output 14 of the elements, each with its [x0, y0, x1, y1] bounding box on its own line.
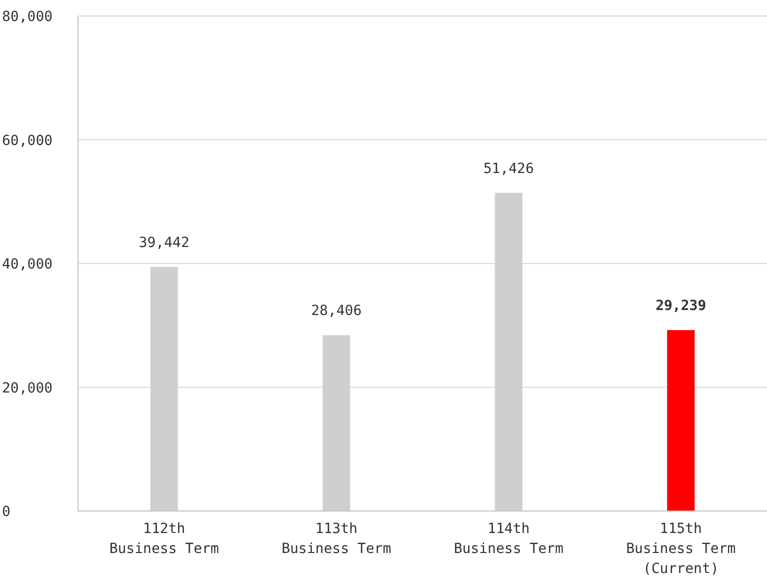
x-tick-label: 114th Business Term	[454, 521, 564, 557]
data-label: 28,406	[311, 303, 362, 320]
y-tick-label: 40,000	[2, 256, 53, 272]
bar	[667, 330, 695, 511]
y-tick-label: 0	[2, 504, 10, 520]
x-tick-label: 112th Business Term	[109, 521, 219, 557]
y-tick-label: 80,000	[2, 9, 53, 25]
x-tick-label: 115th Business Term (Current)	[626, 521, 736, 577]
data-label: 51,426	[483, 160, 534, 177]
x-tick-label: 113th Business Term	[282, 521, 392, 557]
y-tick-label: 60,000	[2, 132, 53, 149]
data-label: 29,239	[656, 298, 706, 314]
data-label: 39,442	[138, 234, 190, 251]
y-tick-label: 20,000	[2, 380, 53, 396]
